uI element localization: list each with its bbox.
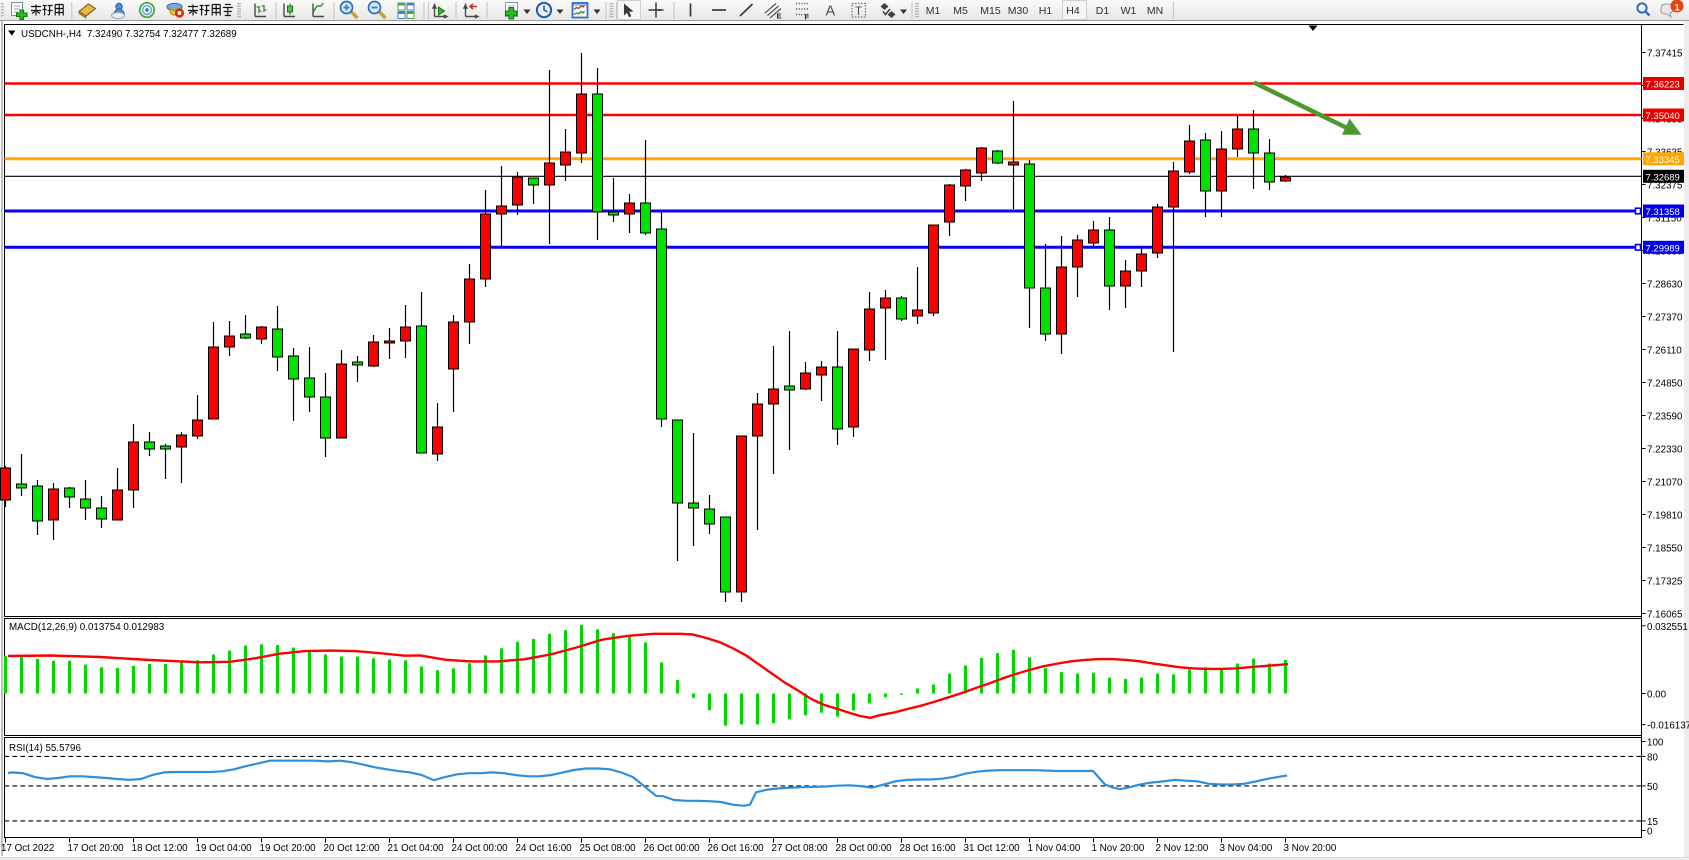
svg-text:7.24850: 7.24850 bbox=[1647, 379, 1683, 390]
svg-text:MN: MN bbox=[1147, 5, 1163, 17]
svg-text:-0.016137: -0.016137 bbox=[1647, 721, 1689, 732]
svg-text:1 Nov 04:00: 1 Nov 04:00 bbox=[1028, 843, 1081, 854]
svg-text:A: A bbox=[826, 4, 836, 20]
svg-text:24 Oct 16:00: 24 Oct 16:00 bbox=[516, 843, 573, 854]
svg-text:24 Oct 00:00: 24 Oct 00:00 bbox=[452, 843, 509, 854]
svg-text:18 Oct 12:00: 18 Oct 12:00 bbox=[132, 843, 189, 854]
svg-text:7.36223: 7.36223 bbox=[1646, 80, 1680, 91]
svg-text:M30: M30 bbox=[1008, 5, 1029, 17]
svg-text:7.31150: 7.31150 bbox=[1647, 214, 1682, 225]
svg-text:M1: M1 bbox=[926, 5, 941, 17]
svg-text:28 Oct 00:00: 28 Oct 00:00 bbox=[836, 843, 893, 854]
svg-text:80: 80 bbox=[1647, 752, 1658, 763]
svg-text:7.23590: 7.23590 bbox=[1647, 412, 1683, 423]
svg-text:D1: D1 bbox=[1096, 5, 1110, 17]
svg-text:7.32375: 7.32375 bbox=[1647, 181, 1683, 192]
svg-text:50: 50 bbox=[1647, 782, 1658, 793]
svg-text:31 Oct 12:00: 31 Oct 12:00 bbox=[964, 843, 1021, 854]
svg-text:7.16065: 7.16065 bbox=[1647, 610, 1683, 621]
svg-text:1: 1 bbox=[1675, 3, 1681, 14]
svg-text:RSI(14) 55.5796: RSI(14) 55.5796 bbox=[9, 743, 81, 754]
svg-text:7.27370: 7.27370 bbox=[1647, 313, 1683, 324]
svg-text:7.17325: 7.17325 bbox=[1647, 577, 1683, 588]
svg-text:26 Oct 00:00: 26 Oct 00:00 bbox=[644, 843, 701, 854]
svg-text:W1: W1 bbox=[1121, 5, 1137, 17]
svg-text:7.35040: 7.35040 bbox=[1646, 111, 1680, 122]
svg-text:0.032551: 0.032551 bbox=[1647, 622, 1688, 633]
svg-text:7.22330: 7.22330 bbox=[1647, 445, 1683, 456]
svg-text:17 Oct 2022: 17 Oct 2022 bbox=[1, 843, 54, 854]
svg-text:7.32689: 7.32689 bbox=[1646, 172, 1680, 183]
svg-text:17 Oct 20:00: 17 Oct 20:00 bbox=[68, 843, 125, 854]
svg-text:M15: M15 bbox=[980, 5, 1001, 17]
svg-text:0.00: 0.00 bbox=[1647, 690, 1667, 701]
svg-text:21 Oct 04:00: 21 Oct 04:00 bbox=[388, 843, 445, 854]
svg-text:0: 0 bbox=[1647, 827, 1653, 838]
svg-text:E: E bbox=[777, 12, 782, 21]
svg-text:USDCNH-,H4 7.32490 7.32754 7.: USDCNH-,H4 7.32490 7.32754 7.32477 7.326… bbox=[21, 29, 237, 40]
svg-text:19 Oct 04:00: 19 Oct 04:00 bbox=[196, 843, 253, 854]
svg-text:19 Oct 20:00: 19 Oct 20:00 bbox=[260, 843, 317, 854]
svg-text:7.37415: 7.37415 bbox=[1647, 49, 1683, 60]
svg-text:7.19810: 7.19810 bbox=[1647, 511, 1683, 522]
svg-text:F: F bbox=[805, 13, 810, 22]
svg-text:H4: H4 bbox=[1066, 5, 1080, 17]
svg-text:15: 15 bbox=[1647, 817, 1658, 828]
svg-text:3 Nov 20:00: 3 Nov 20:00 bbox=[1284, 843, 1337, 854]
svg-text:MACD(12,26,9) 0.013754 0.01298: MACD(12,26,9) 0.013754 0.012983 bbox=[9, 622, 165, 633]
svg-text:7.21070: 7.21070 bbox=[1647, 478, 1683, 489]
svg-text:7.29989: 7.29989 bbox=[1646, 243, 1680, 254]
svg-text:7.31358: 7.31358 bbox=[1646, 207, 1680, 218]
svg-text:27 Oct 08:00: 27 Oct 08:00 bbox=[772, 843, 829, 854]
svg-text:100: 100 bbox=[1647, 738, 1664, 749]
svg-text:25 Oct 08:00: 25 Oct 08:00 bbox=[580, 843, 637, 854]
svg-text:7.28630: 7.28630 bbox=[1647, 280, 1683, 291]
svg-text:2 Nov 12:00: 2 Nov 12:00 bbox=[1156, 843, 1209, 854]
svg-text:M5: M5 bbox=[953, 5, 968, 17]
svg-text:7.33345: 7.33345 bbox=[1646, 155, 1680, 166]
svg-text:7.26110: 7.26110 bbox=[1647, 346, 1682, 357]
svg-text:3 Nov 04:00: 3 Nov 04:00 bbox=[1220, 843, 1273, 854]
svg-text:20 Oct 12:00: 20 Oct 12:00 bbox=[324, 843, 381, 854]
svg-text:28 Oct 16:00: 28 Oct 16:00 bbox=[900, 843, 957, 854]
svg-text:T: T bbox=[855, 6, 862, 18]
svg-text:1 Nov 20:00: 1 Nov 20:00 bbox=[1092, 843, 1145, 854]
svg-text:26 Oct 16:00: 26 Oct 16:00 bbox=[708, 843, 765, 854]
svg-text:H1: H1 bbox=[1039, 5, 1053, 17]
svg-text:7.18550: 7.18550 bbox=[1647, 544, 1683, 555]
